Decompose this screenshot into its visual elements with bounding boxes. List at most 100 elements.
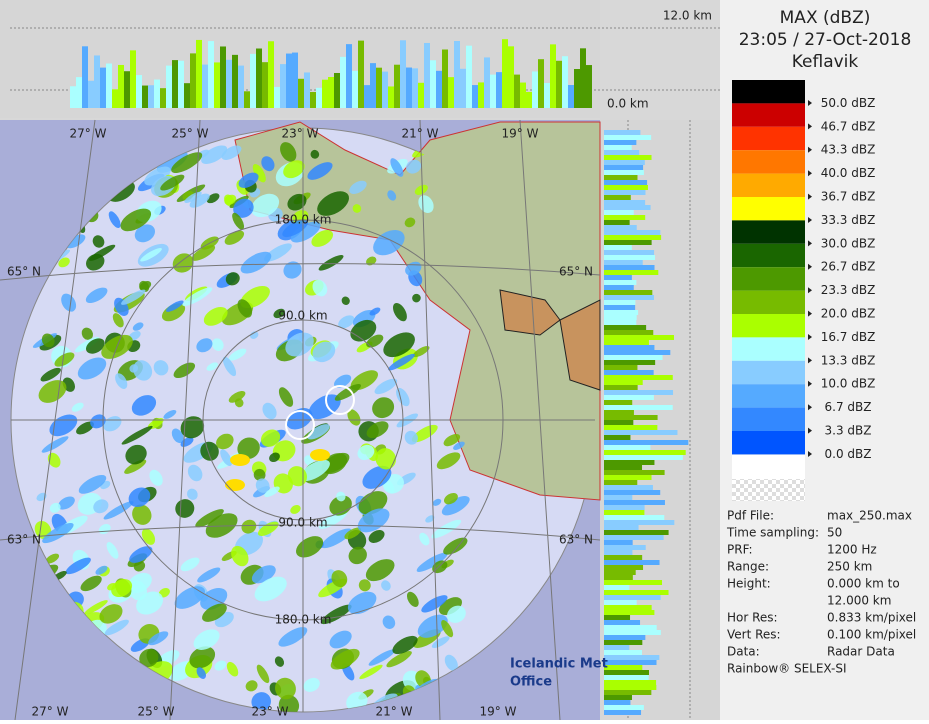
profile-bar [604, 530, 669, 535]
echo-cell [307, 162, 333, 180]
echo-cell [310, 449, 330, 461]
profile-bar [376, 67, 382, 108]
echo-cell [359, 664, 383, 680]
echo-cell [447, 605, 466, 623]
echo-cell [120, 208, 152, 232]
legend-swatch [732, 455, 805, 479]
info-key: Time sampling: [726, 526, 819, 540]
profile-bar [604, 620, 641, 625]
echo-cell [47, 452, 61, 468]
profile-bar [604, 415, 658, 420]
profile-bar [220, 46, 226, 108]
echo-cell [196, 667, 207, 679]
profile-bar [214, 62, 220, 108]
echo-cell [290, 221, 321, 243]
profile-bar [550, 44, 556, 108]
profile-bar [604, 535, 664, 540]
profile-bar [412, 68, 418, 108]
echo-cell [252, 163, 266, 183]
info-key: Pdf File: [727, 509, 774, 523]
echo-cell [187, 488, 198, 500]
profile-bar [604, 475, 652, 480]
lat-label: 65° N [559, 265, 593, 279]
echo-cell [85, 287, 108, 304]
profile-bar [202, 64, 208, 108]
echo-cell [42, 522, 74, 544]
echo-cell [347, 409, 361, 426]
profile-bar [604, 345, 655, 350]
echo-cell [172, 253, 194, 273]
profile-bar [604, 465, 643, 470]
profile-bar [334, 72, 340, 108]
profile-bar [148, 85, 154, 108]
echo-cell [251, 193, 280, 218]
echo-cell [416, 552, 448, 572]
echo-cell [404, 430, 418, 445]
echo-cell [386, 651, 412, 668]
echo-cell [412, 293, 421, 303]
height-label: 0.0 km [607, 97, 649, 111]
echo-cell [274, 656, 285, 667]
echo-cell [441, 619, 454, 638]
profile-bar [604, 705, 644, 710]
height-label: 12.0 km [663, 9, 712, 23]
echo-cell [153, 360, 169, 376]
legend-swatch [732, 150, 805, 174]
echo-cell [369, 307, 381, 316]
info-value: 0.100 km/pixel [827, 628, 916, 642]
profile-bar [604, 165, 644, 170]
echo-cell [444, 493, 458, 505]
profile-bar [604, 625, 657, 630]
echo-cell [275, 677, 296, 700]
profile-bar [520, 82, 526, 108]
profile-bar [604, 580, 663, 585]
echo-cell [233, 198, 254, 218]
echo-cell [93, 499, 109, 514]
echo-cell [237, 299, 253, 318]
profile-bar [106, 63, 112, 108]
lat-label: 65° N [7, 265, 41, 279]
echo-cell [197, 567, 221, 583]
legend-marker [808, 357, 812, 364]
echo-cell [78, 474, 107, 494]
profile-bar [604, 300, 636, 305]
profile-bar [262, 62, 268, 108]
echo-cell [189, 646, 216, 669]
profile-bar [604, 435, 631, 440]
echo-cell [58, 257, 70, 268]
profile-bar [352, 70, 358, 108]
info-key: PRF: [727, 543, 753, 557]
profile-bar [604, 340, 649, 345]
echo-cell [392, 635, 418, 655]
legend-marker [808, 380, 812, 387]
profile-bar [604, 380, 643, 385]
echo-cell [283, 160, 305, 179]
profile-bar [604, 570, 636, 575]
profile-bar [442, 49, 448, 108]
lon-label: 19° W [502, 127, 539, 141]
info-value: 50 [827, 526, 842, 540]
profile-bar [604, 550, 633, 555]
echo-cell [201, 145, 228, 165]
echo-cell [321, 528, 352, 549]
profile-bar [604, 395, 654, 400]
legend-swatch [732, 243, 805, 268]
echo-cell [387, 190, 397, 201]
echo-cell [108, 211, 121, 229]
echo-cell [285, 332, 314, 357]
profile-bar [604, 700, 631, 705]
profile-bar [604, 490, 661, 495]
profile-bar [472, 85, 478, 108]
profile-bar [604, 330, 654, 335]
legend-label: 23.3 dBZ [821, 283, 876, 297]
profile-bar [604, 305, 636, 310]
profile-bar [100, 67, 106, 108]
profile-bar [208, 41, 214, 108]
lon-label: 25° W [172, 127, 209, 141]
echo-cell [196, 338, 213, 353]
profile-bar [118, 64, 124, 108]
echo-cell [255, 478, 270, 493]
echo-cell [184, 191, 202, 203]
echo-cell [436, 452, 461, 470]
echo-cell [90, 414, 106, 429]
